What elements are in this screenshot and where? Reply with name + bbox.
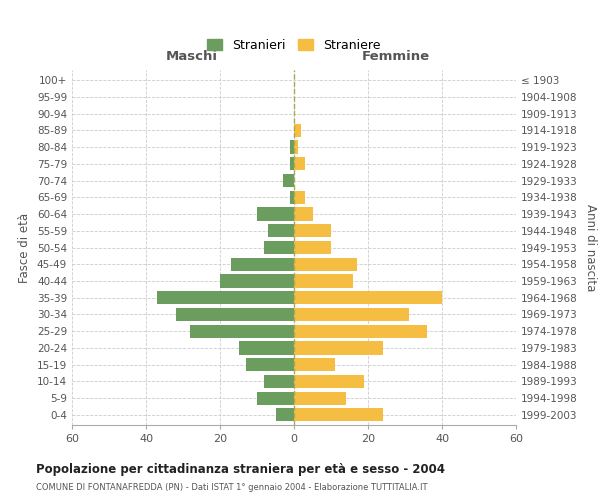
Bar: [294, 408, 383, 422]
Bar: [294, 190, 305, 204]
Bar: [294, 375, 364, 388]
Bar: [265, 375, 294, 388]
Text: COMUNE DI FONTANAFREDDA (PN) - Dati ISTAT 1° gennaio 2004 - Elaborazione TUTTITA: COMUNE DI FONTANAFREDDA (PN) - Dati ISTA…: [36, 482, 427, 492]
Bar: [220, 274, 294, 287]
Text: Femmine: Femmine: [362, 50, 430, 63]
Bar: [190, 324, 294, 338]
Y-axis label: Fasce di età: Fasce di età: [19, 212, 31, 282]
Bar: [294, 208, 313, 220]
Bar: [283, 174, 294, 187]
Bar: [294, 308, 409, 321]
Bar: [290, 190, 294, 204]
Bar: [294, 124, 301, 137]
Bar: [268, 224, 294, 237]
Bar: [290, 140, 294, 153]
Bar: [294, 140, 298, 153]
Bar: [265, 241, 294, 254]
Bar: [231, 258, 294, 271]
Bar: [290, 157, 294, 170]
Bar: [257, 208, 294, 220]
Bar: [275, 408, 294, 422]
Bar: [294, 258, 357, 271]
Bar: [294, 392, 346, 404]
Bar: [246, 358, 294, 371]
Text: Maschi: Maschi: [166, 50, 218, 63]
Bar: [294, 342, 383, 354]
Bar: [239, 342, 294, 354]
Bar: [157, 291, 294, 304]
Bar: [294, 324, 427, 338]
Text: Popolazione per cittadinanza straniera per età e sesso - 2004: Popolazione per cittadinanza straniera p…: [36, 462, 445, 475]
Bar: [294, 291, 442, 304]
Bar: [257, 392, 294, 404]
Legend: Stranieri, Straniere: Stranieri, Straniere: [202, 34, 386, 56]
Bar: [294, 358, 335, 371]
Bar: [294, 224, 331, 237]
Bar: [294, 157, 305, 170]
Y-axis label: Anni di nascita: Anni di nascita: [584, 204, 597, 291]
Bar: [176, 308, 294, 321]
Bar: [294, 241, 331, 254]
Bar: [294, 274, 353, 287]
